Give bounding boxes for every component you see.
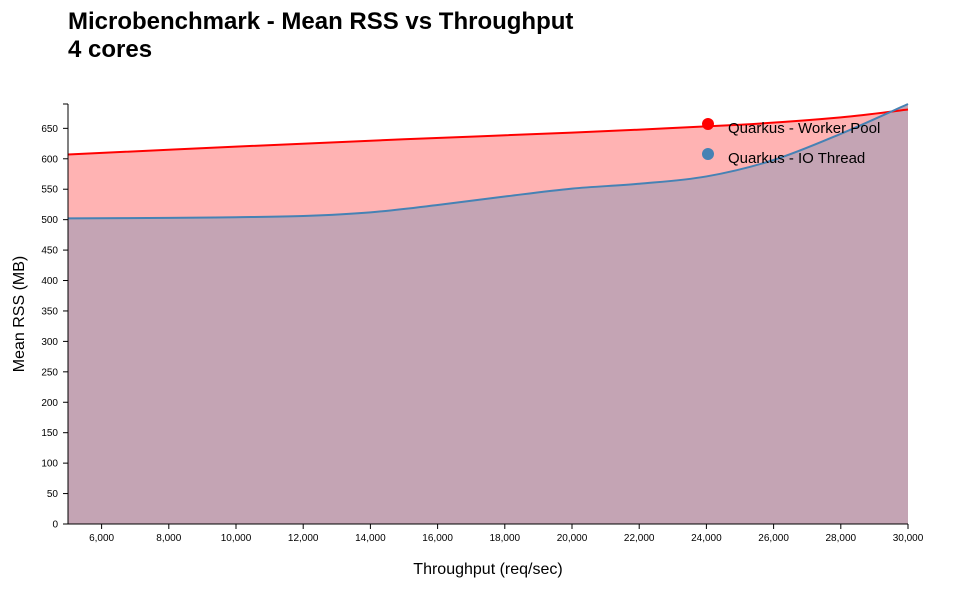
y-tick-label: 550 [41, 185, 58, 196]
x-tick-label: 26,000 [758, 533, 789, 544]
y-tick-label: 200 [41, 398, 58, 409]
x-tick-label: 6,000 [89, 533, 114, 544]
chart-title: Microbenchmark - Mean RSS vs Throughput [68, 8, 574, 35]
series-areas [68, 104, 908, 524]
x-tick-label: 20,000 [557, 533, 588, 544]
y-tick-label: 0 [52, 520, 58, 531]
chart-title-block: Microbenchmark - Mean RSS vs Throughput … [68, 8, 573, 64]
chart-subtitle: 4 cores [68, 36, 153, 63]
series-area-1 [68, 104, 908, 524]
legend-marker-1 [702, 148, 714, 160]
x-axis-label: Throughput (req/sec) [413, 561, 562, 578]
x-tick-label: 14,000 [355, 533, 386, 544]
series-line-1 [67, 103, 909, 220]
series-lines [67, 103, 909, 220]
x-tick-label: 30,000 [893, 533, 924, 544]
y-tick-label: 150 [41, 428, 58, 439]
legend: Quarkus - Worker Pool Quarkus - IO Thread [702, 118, 880, 167]
y-tick-label: 650 [41, 124, 58, 135]
x-tick-label: 24,000 [691, 533, 722, 544]
x-tick-label: 12,000 [288, 533, 319, 544]
x-tick-label: 10,000 [221, 533, 252, 544]
y-tick-label: 100 [41, 459, 58, 470]
x-tick-label: 16,000 [422, 533, 453, 544]
y-tick-label: 450 [41, 246, 58, 257]
series-line-0 [67, 108, 909, 156]
x-tick-label: 22,000 [624, 533, 655, 544]
y-tick-label: 600 [41, 154, 58, 165]
chart-axes: 6,000 8,000 10,000 12,000 14,000 16,000 18,000… [41, 103, 924, 544]
x-tick-label: 28,000 [826, 533, 857, 544]
y-tick-label: 350 [41, 306, 58, 317]
x-tick-label: 18,000 [490, 533, 521, 544]
y-tick-label: 250 [41, 367, 58, 378]
legend-label-0: Quarkus - Worker Pool [728, 120, 880, 137]
y-tick-label: 500 [41, 215, 58, 226]
x-tick-label: 8,000 [156, 533, 181, 544]
y-tick-label: 300 [41, 337, 58, 348]
legend-label-1: Quarkus - IO Thread [728, 150, 865, 167]
y-tick-label: 50 [47, 489, 59, 500]
legend-marker-0 [702, 118, 714, 130]
y-axis-label: Mean RSS (MB) [11, 256, 28, 372]
y-tick-label: 400 [41, 276, 58, 287]
